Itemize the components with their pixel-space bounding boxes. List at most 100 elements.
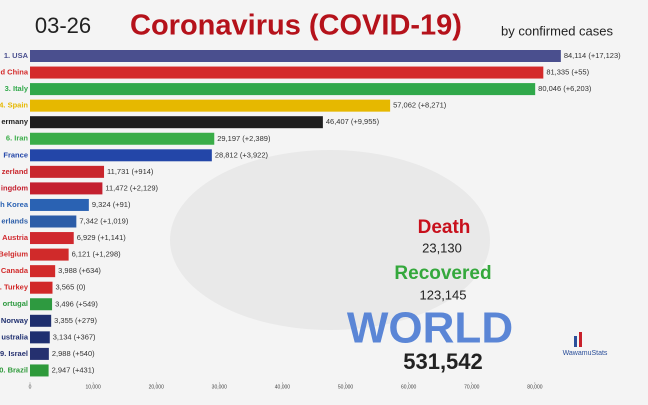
value-change: (+2,389) — [242, 134, 271, 143]
value-change: (+9,955) — [351, 117, 380, 126]
value-label: 29,197 (+2,389) — [217, 134, 271, 143]
category-label: 1. USA — [4, 51, 29, 60]
chart-title: Coronavirus (COVID-19) — [130, 10, 462, 42]
category-label: d China — [1, 68, 29, 77]
value-change: (+1,141) — [98, 233, 127, 242]
value-number: 81,335 — [546, 68, 569, 77]
value-number: 28,812 — [215, 150, 238, 159]
world-value: 531,542 — [403, 349, 483, 374]
mask-illustration — [170, 150, 490, 330]
value-number: 84,114 — [564, 51, 586, 60]
value-label: 28,812 (+3,922) — [215, 150, 269, 159]
value-label: 57,062 (+8,271) — [393, 101, 447, 110]
bar — [30, 99, 391, 112]
bar — [30, 232, 74, 245]
value-number: 29,197 — [217, 134, 240, 143]
category-label: 6. Iran — [6, 134, 29, 143]
value-change: (+431) — [72, 365, 94, 374]
value-label: 7,342 (+1,019) — [79, 216, 129, 225]
x-tick-label: 30,000 — [212, 384, 228, 390]
value-label: 3,565 (0) — [55, 283, 86, 292]
bar — [30, 248, 69, 261]
category-label: Norway — [1, 316, 29, 325]
category-label: ustralia — [1, 332, 29, 341]
x-tick-label: 70,000 — [464, 384, 480, 390]
category-label: erlands — [1, 216, 28, 225]
bar — [30, 314, 52, 327]
value-label: 3,355 (+279) — [54, 316, 97, 325]
bar — [30, 50, 561, 62]
value-change: (+17,123) — [588, 51, 621, 60]
category-label: 9. Israel — [0, 349, 28, 358]
bar — [30, 215, 77, 228]
x-tick-label: 50,000 — [338, 384, 354, 390]
bar — [30, 182, 103, 195]
value-number: 6,121 — [72, 250, 91, 259]
category-label: Canada — [1, 266, 29, 275]
value-label: 2,988 (+540) — [52, 349, 95, 358]
death-label: Death — [418, 217, 471, 238]
x-tick-label: 80,000 — [527, 384, 543, 390]
value-number: 3,988 — [58, 266, 77, 275]
value-number: 3,565 — [55, 283, 74, 292]
value-change: (+1,019) — [100, 216, 129, 225]
category-label: zerland — [2, 167, 29, 176]
logo: WawamuStats — [563, 350, 608, 357]
x-tick-label: 0 — [29, 384, 32, 390]
value-change: (+91) — [113, 200, 131, 209]
world-label: WORLD — [347, 304, 513, 353]
value-label: 6,121 (+1,298) — [72, 250, 122, 259]
value-change: (+8,271) — [418, 101, 447, 110]
chart-subtitle: by confirmed cases — [501, 23, 613, 38]
value-label: 11,472 (+2,129) — [105, 183, 158, 192]
bar — [30, 66, 544, 79]
value-number: 6,929 — [77, 233, 96, 242]
value-number: 11,731 — [107, 167, 129, 176]
category-label: . Turkey — [0, 283, 29, 292]
x-tick-label: 20,000 — [149, 384, 165, 390]
bar — [30, 347, 49, 360]
bar — [30, 298, 53, 311]
value-change: (+549) — [76, 299, 98, 308]
value-label: 84,114 (+17,123) — [564, 51, 621, 60]
category-label: Austria — [2, 233, 29, 242]
value-label: 46,407 (+9,955) — [326, 117, 380, 126]
bar — [30, 331, 50, 344]
value-label: 6,929 (+1,141) — [77, 233, 127, 242]
category-label: Belgium — [0, 250, 28, 259]
category-label: ortugal — [3, 299, 28, 308]
value-number: 11,472 — [105, 183, 127, 192]
value-label: 81,335 (+55) — [546, 68, 589, 77]
logo-icon — [579, 332, 582, 347]
value-change: (+3,922) — [240, 150, 269, 159]
value-number: 9,324 — [92, 200, 111, 209]
x-tick-label: 40,000 — [275, 384, 291, 390]
category-label: h Korea — [0, 200, 29, 209]
value-number: 46,407 — [326, 117, 349, 126]
value-change: (+634) — [79, 266, 101, 275]
bar — [30, 265, 56, 278]
value-label: 3,496 (+549) — [55, 299, 98, 308]
value-change: (0) — [76, 283, 86, 292]
category-label: 3. Italy — [5, 84, 29, 93]
value-number: 7,342 — [79, 216, 98, 225]
value-number: 3,496 — [55, 299, 74, 308]
value-label: 3,134 (+367) — [53, 332, 96, 341]
value-number: 3,355 — [54, 316, 73, 325]
recovered-value: 123,145 — [420, 287, 467, 302]
date: 03-26 — [35, 13, 91, 38]
value-number: 57,062 — [393, 101, 416, 110]
value-change: (+55) — [571, 68, 589, 77]
bar — [30, 149, 212, 162]
value-number: 2,947 — [52, 365, 71, 374]
death-value: 23,130 — [422, 240, 462, 255]
bar — [30, 116, 323, 129]
value-change: (+2,129) — [130, 183, 159, 192]
category-label: ingdom — [1, 183, 28, 192]
category-label: ermany — [1, 117, 29, 126]
recovered-label: Recovered — [394, 263, 491, 284]
value-change: (+914) — [132, 167, 154, 176]
bar — [30, 165, 105, 178]
bar — [30, 83, 536, 96]
